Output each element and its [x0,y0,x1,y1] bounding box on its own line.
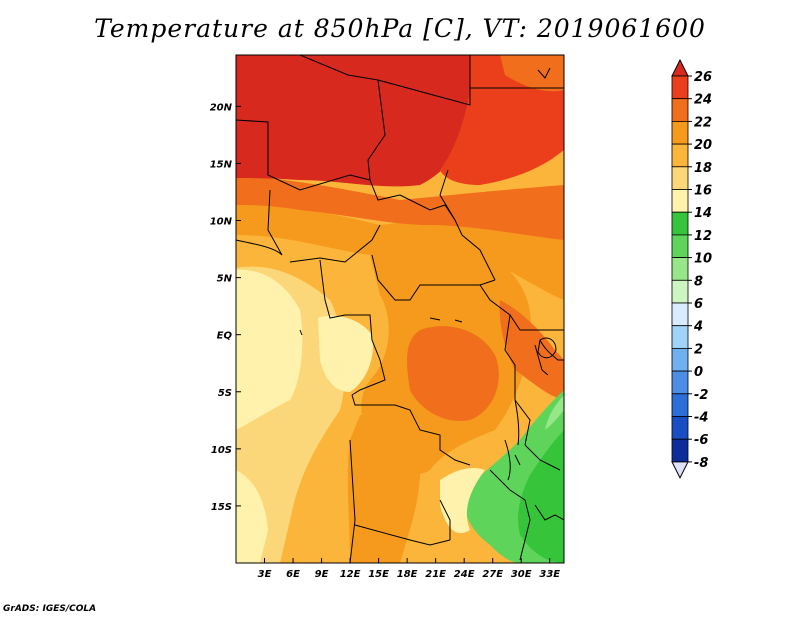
x-tick-label: 33E [539,569,560,580]
lake-outlines [299,67,557,481]
colorbar-bottom-triangle [671,461,689,480]
colorbar-label: 10 [694,252,712,267]
map-frame [235,54,565,564]
colorbar-label: -8 [694,456,708,471]
colorbar-label: -6 [694,433,708,448]
x-tick-label: 24E [454,569,475,580]
colorbar-label: -2 [694,388,708,403]
y-tick-label: 15S [211,502,232,513]
x-tick-label: 18E [397,569,418,580]
colorbar-swatch [671,189,689,213]
colorbar-swatch [671,121,689,145]
colorbar-swatch [671,302,689,327]
colorbar-swatch [671,211,689,236]
x-tick-label: 3E [258,569,272,580]
y-tick-label: 5N [217,274,233,285]
colorbar-label: 24 [694,93,712,108]
chart-title: Temperature at 850hPa [C], VT: 201906160… [94,14,706,43]
colorbar-swatch [671,234,689,258]
colorbar-label: -4 [694,411,708,426]
x-axis: 3E 6E 9E 12E 15E 18E 21E 24E 27E 30E 33E [258,558,560,580]
y-tick-label: 15N [210,159,233,170]
colorbar-label: 6 [694,297,703,312]
colorbar-label: 20 [694,138,712,153]
x-tick-label: 12E [340,569,361,580]
colorbar-swatch [671,279,689,304]
y-axis: 20N 15N 10N 5N EQ 5S 10S 15S [210,102,241,513]
colorbar-swatch [671,438,689,463]
x-tick-label: 21E [425,569,446,580]
y-tick-label: 10S [211,445,232,456]
colorbar-swatch [671,325,689,349]
colorbar-label: 0 [694,365,703,380]
colorbar-label: 18 [694,161,712,176]
colorbar-swatch [671,370,689,395]
colorbar-swatch [671,416,689,440]
x-tick-label: 30E [511,569,532,580]
x-tick-label: 15E [368,569,389,580]
colorbar-label: 14 [694,206,712,221]
colorbar-label: 8 [694,274,703,289]
colorbar-label: 12 [694,229,712,244]
credit-text: GrADS: IGES/COLA [3,604,97,614]
colorbar-swatch [671,166,689,190]
colorbar-top-triangle [671,58,689,77]
x-tick-label: 27E [482,569,503,580]
colorbar-label: 26 [694,70,712,85]
colorbar-swatch [671,393,689,417]
colorbar-label: 22 [694,115,712,130]
colorbar-swatch [671,98,689,122]
country-borders [236,55,564,563]
x-tick-label: 9E [315,569,329,580]
y-tick-label: 5S [218,388,232,399]
colorbar-swatch [671,75,689,100]
colorbar-label: 2 [694,342,703,357]
colorbar-swatch [671,347,689,372]
colorbar-swatch [671,257,689,281]
y-tick-label: EQ [217,331,233,342]
x-tick-label: 6E [286,569,300,580]
temperature-field [236,55,564,563]
colorbar-label: 4 [693,320,703,335]
y-tick-label: 10N [210,217,233,228]
colorbar-label: 16 [694,184,712,199]
y-tick-label: 20N [210,102,233,113]
colorbar-swatch [671,143,689,168]
